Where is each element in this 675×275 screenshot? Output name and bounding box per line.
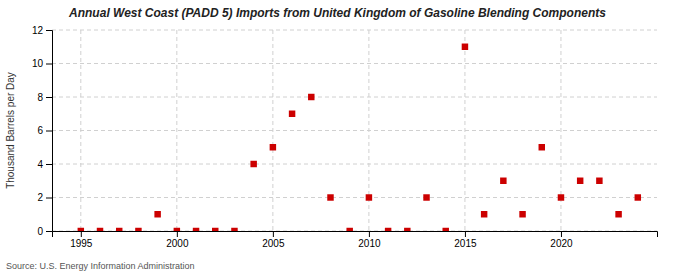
tick-label: 8 [37, 92, 43, 103]
plot: 1995 2000 2005 2010 2015 2020 0 2 4 6 8 10 12 [32, 25, 658, 249]
grid [52, 30, 657, 231]
tick-mark [46, 30, 52, 31]
tick-label: 2010 [358, 238, 381, 249]
tick: 2010 [358, 231, 381, 249]
tick-mark [177, 231, 178, 237]
point [97, 228, 103, 231]
point [519, 211, 525, 217]
tick: 8 [37, 92, 52, 103]
tick: 4 [37, 159, 52, 170]
point [250, 161, 256, 167]
point [270, 144, 276, 150]
point [385, 228, 391, 231]
point [193, 228, 199, 231]
tick-label: 2000 [166, 238, 189, 249]
point [366, 194, 372, 200]
point [135, 228, 141, 231]
tick-label: 12 [32, 25, 44, 36]
point [78, 228, 84, 231]
grid-line [368, 30, 369, 231]
tick: 2005 [262, 231, 285, 249]
tick-mark [46, 97, 52, 98]
y-axis: 0 2 4 6 8 10 12 [32, 25, 53, 237]
tick-mark [561, 231, 562, 237]
point [289, 111, 295, 117]
tick-label: 1995 [70, 238, 93, 249]
tick: 2020 [550, 231, 573, 249]
point [423, 194, 429, 200]
grid-line [560, 30, 561, 231]
grid-line [52, 164, 657, 165]
tick-label: 4 [37, 159, 43, 170]
axis-line [53, 232, 658, 238]
point [442, 228, 448, 231]
annotation: Source: U.S. Energy Information Administ… [6, 261, 195, 271]
point [596, 178, 602, 184]
tick-label: 2015 [454, 238, 477, 249]
tick: 6 [37, 125, 52, 136]
point [462, 44, 468, 50]
point [308, 94, 314, 100]
axis-line [46, 31, 53, 232]
tick-label: 2020 [550, 238, 573, 249]
grid-line [52, 30, 657, 31]
tick-mark [46, 64, 52, 65]
grid-line [80, 30, 81, 231]
point [558, 194, 564, 200]
point [481, 211, 487, 217]
point [539, 144, 545, 150]
tick: 2 [37, 192, 52, 203]
tick-mark [273, 231, 274, 237]
tick-mark [46, 164, 52, 165]
grid-line [52, 197, 657, 198]
point [500, 178, 506, 184]
grid-line [176, 30, 177, 231]
tick-label: 10 [32, 58, 44, 69]
point [174, 228, 180, 231]
grid-line [52, 63, 657, 64]
tick: 2015 [454, 231, 477, 249]
point [635, 194, 641, 200]
grid-line [464, 30, 465, 231]
point [346, 228, 352, 231]
tick-mark [81, 231, 82, 237]
y-axis-title: Thousand Barrels per Day [5, 72, 16, 189]
title: Annual West Coast (PADD 5) Imports from … [68, 6, 606, 20]
point [231, 228, 237, 231]
tick: 10 [32, 58, 52, 69]
grid-line [272, 30, 273, 231]
tick-mark [46, 131, 52, 132]
tick-label: 6 [37, 125, 43, 136]
tick-mark [46, 198, 52, 199]
point [404, 228, 410, 231]
tick-mark [46, 231, 52, 232]
marks [78, 44, 641, 231]
tick-label: 0 [37, 226, 43, 237]
tick-label: 2005 [262, 238, 285, 249]
grid-line [52, 130, 657, 131]
tick: 12 [32, 25, 52, 36]
tick: 2000 [166, 231, 189, 249]
point [327, 194, 333, 200]
tick: 0 [37, 226, 52, 237]
chart: 1995 2000 2005 2010 2015 2020 0 2 4 6 8 10 12 Annual … [0, 0, 675, 275]
point [154, 211, 160, 217]
x-axis: 1995 2000 2005 2010 2015 2020 [53, 231, 658, 249]
tick-label: 2 [37, 192, 43, 203]
point [116, 228, 122, 231]
tick-mark [465, 231, 466, 237]
tick: 1995 [70, 231, 93, 249]
grid-line [52, 97, 657, 98]
tick-mark [369, 231, 370, 237]
point [577, 178, 583, 184]
point [212, 228, 218, 231]
point [615, 211, 621, 217]
